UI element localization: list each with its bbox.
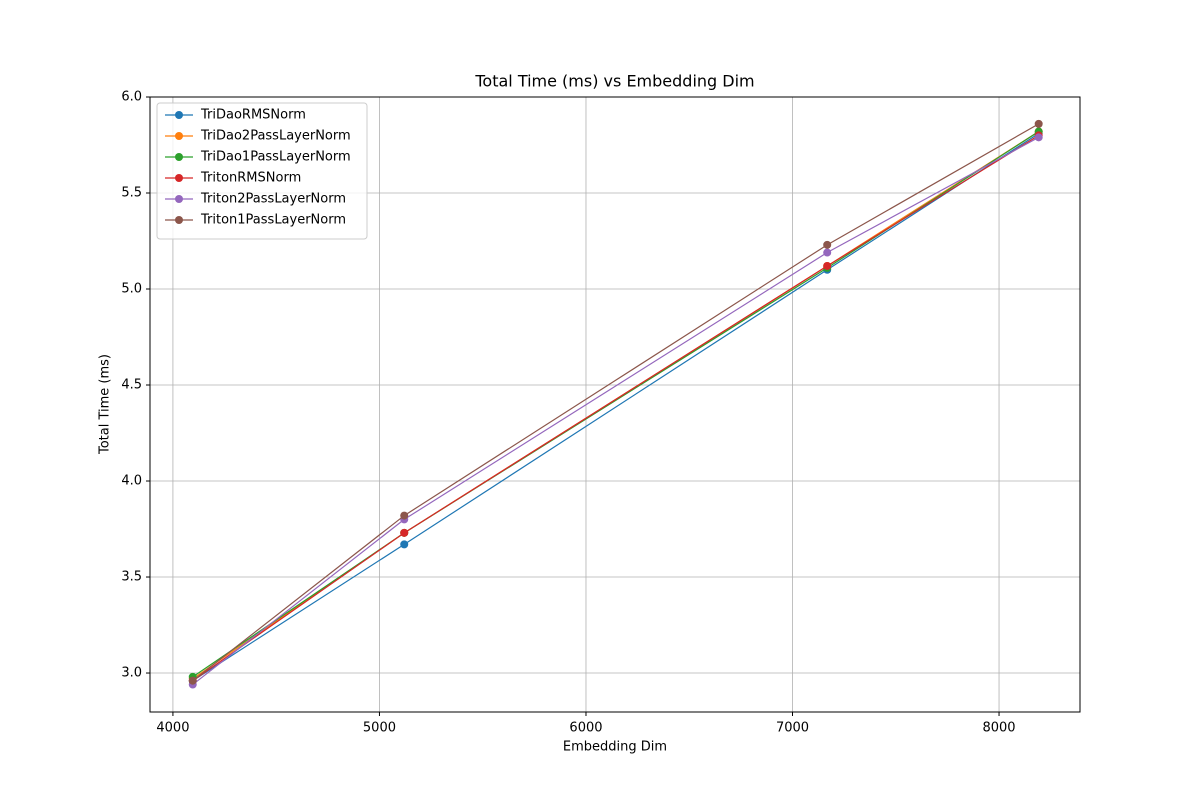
y-tick-label: 4.5 — [121, 378, 142, 393]
data-point — [823, 240, 832, 249]
y-tick-label: 3.0 — [121, 666, 142, 681]
data-point — [823, 261, 832, 270]
legend-marker — [175, 174, 183, 182]
y-tick-label: 4.0 — [121, 474, 142, 489]
y-tick-label: 5.0 — [121, 282, 142, 297]
y-tick-label: 5.5 — [121, 186, 142, 201]
y-axis-label: Total Time (ms) — [98, 354, 113, 455]
data-point — [400, 511, 409, 520]
legend-marker — [175, 153, 183, 161]
legend-marker — [175, 111, 183, 119]
y-tick-label: 6.0 — [121, 90, 142, 105]
x-tick-label: 4000 — [156, 721, 189, 736]
series-line — [192, 132, 1040, 682]
data-point — [823, 248, 832, 257]
data-point — [400, 528, 409, 537]
series-line — [192, 136, 1039, 686]
legend-label: TriDaoRMSNorm — [200, 108, 306, 123]
legend-marker — [175, 195, 183, 203]
legend-marker — [175, 132, 183, 140]
series-line — [192, 123, 1039, 682]
data-point — [188, 676, 197, 685]
x-axis-label: Embedding Dim — [563, 740, 667, 755]
data-point — [1034, 133, 1043, 142]
legend-label: TriDao2PassLayerNorm — [200, 129, 351, 144]
series-line — [192, 131, 1040, 678]
x-tick-label: 7000 — [776, 721, 809, 736]
legend-marker — [175, 216, 183, 224]
x-tick-label: 6000 — [569, 721, 602, 736]
x-tick-label: 5000 — [363, 721, 396, 736]
legend-label: TritonRMSNorm — [200, 171, 301, 186]
chart-title: Total Time (ms) vs Embedding Dim — [474, 72, 754, 91]
legend-box — [156, 102, 368, 240]
data-point — [400, 540, 409, 549]
legend-label: Triton1PassLayerNorm — [200, 213, 346, 228]
plot-frame — [149, 96, 1081, 713]
series-line — [192, 134, 1040, 682]
legend-label: TriDao1PassLayerNorm — [200, 150, 351, 165]
x-tick-label: 8000 — [982, 721, 1015, 736]
legend-label: Triton2PassLayerNorm — [200, 192, 346, 207]
data-point — [1034, 119, 1043, 128]
y-tick-label: 3.5 — [121, 570, 142, 585]
